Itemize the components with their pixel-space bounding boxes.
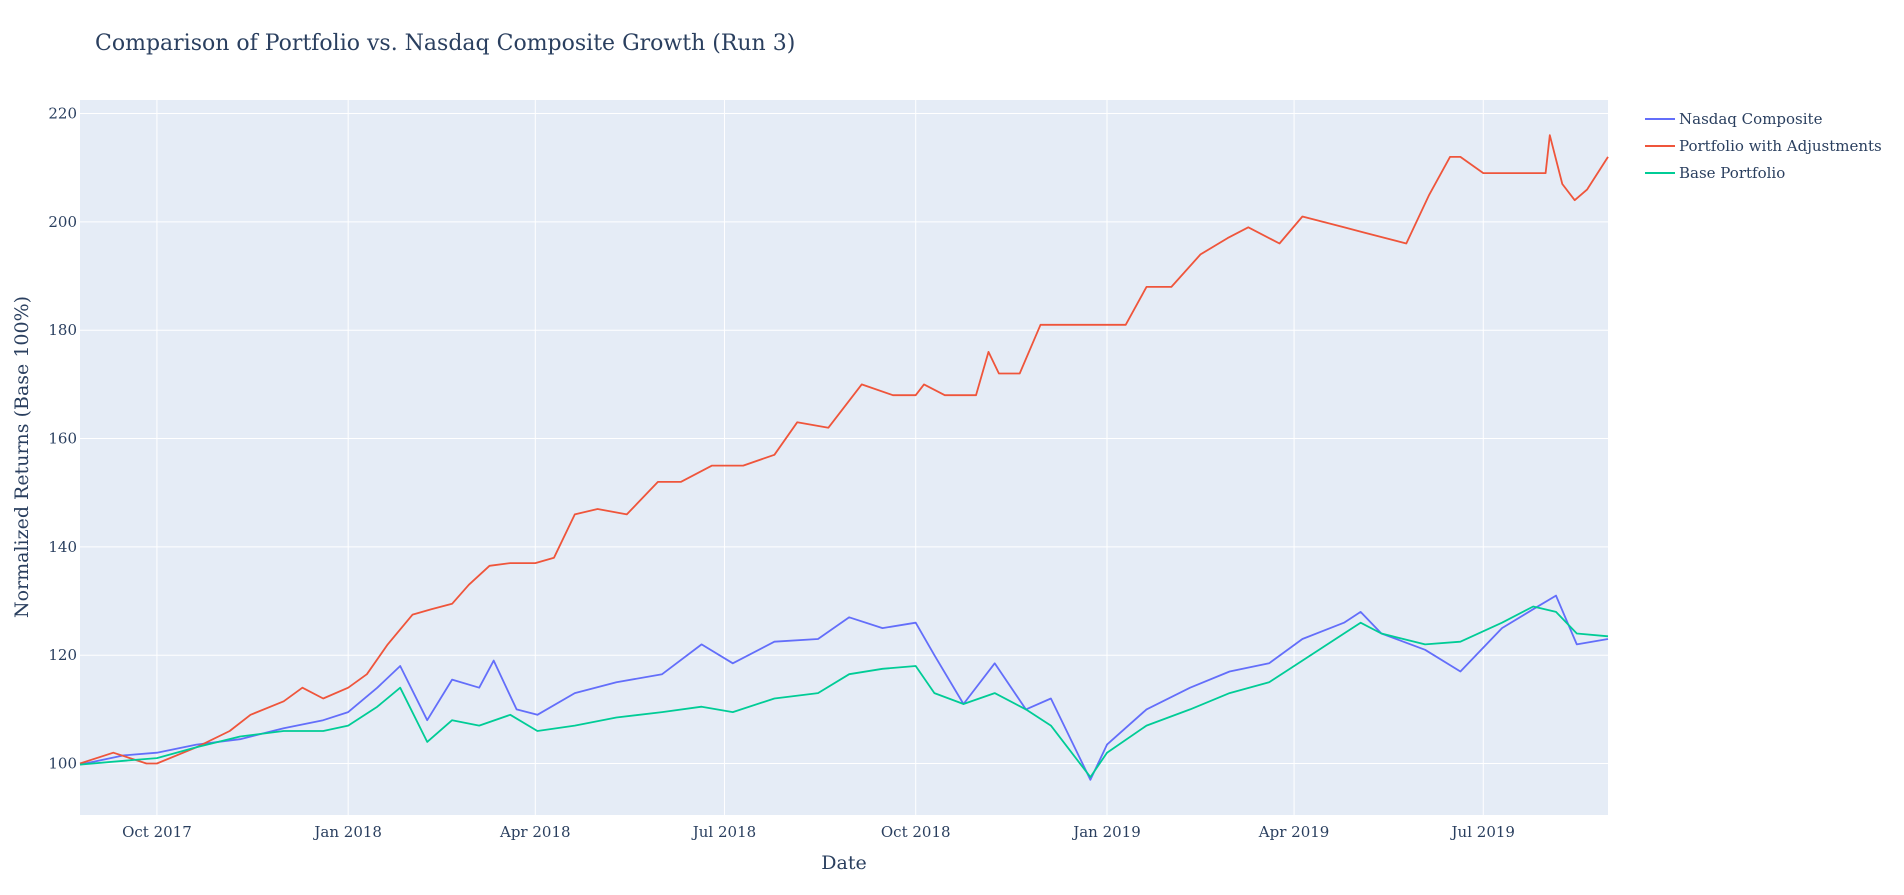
legend-label: Nasdaq Composite [1679, 110, 1823, 128]
y-tick-label: 180 [48, 321, 77, 339]
legend-item[interactable]: Nasdaq Composite [1645, 110, 1823, 128]
legend-item[interactable]: Base Portfolio [1645, 164, 1785, 182]
x-tick-labels: Oct 2017 Jan 2018 Apr 2018 Jul 2018 Oct 2018… [122, 823, 1515, 841]
y-tick-labels: 100 120 140 160 180 200 220 [48, 105, 77, 773]
x-tick-label: Jul 2019 [1450, 823, 1515, 841]
plot-area [80, 100, 1608, 815]
series-layer [79, 134, 1609, 781]
y-tick-label: 100 [48, 755, 77, 773]
series-line-base-portfolio [79, 605, 1609, 778]
x-tick-label: Apr 2018 [499, 823, 571, 841]
series-line-nasdaq-composite [79, 594, 1609, 781]
legend-label: Portfolio with Adjustments [1679, 137, 1882, 155]
x-gridlines [156, 100, 1484, 815]
y-tick-label: 160 [48, 430, 77, 448]
y-tick-label: 200 [48, 213, 77, 231]
legend-label: Base Portfolio [1679, 164, 1785, 182]
legend[interactable]: Nasdaq Composite Portfolio with Adjustmen… [1645, 110, 1882, 182]
y-tick-label: 140 [48, 538, 77, 556]
series-line-portfolio-with-adjustments [79, 134, 1609, 765]
y-axis-title: Normalized Returns (Base 100%) [11, 296, 33, 618]
y-tick-label: 120 [48, 646, 77, 664]
x-tick-label: Oct 2017 [122, 823, 192, 841]
legend-item[interactable]: Portfolio with Adjustments [1645, 137, 1882, 155]
x-tick-label: Jan 2018 [312, 823, 382, 841]
x-tick-label: Apr 2019 [1258, 823, 1330, 841]
y-tick-label: 220 [48, 105, 77, 123]
y-gridlines [80, 113, 1608, 765]
chart-title: Comparison of Portfolio vs. Nasdaq Compo… [95, 31, 795, 56]
x-tick-label: Jul 2018 [691, 823, 756, 841]
x-axis-title: Date [821, 852, 866, 874]
x-tick-label: Jan 2019 [1071, 823, 1141, 841]
x-tick-label: Oct 2018 [881, 823, 951, 841]
